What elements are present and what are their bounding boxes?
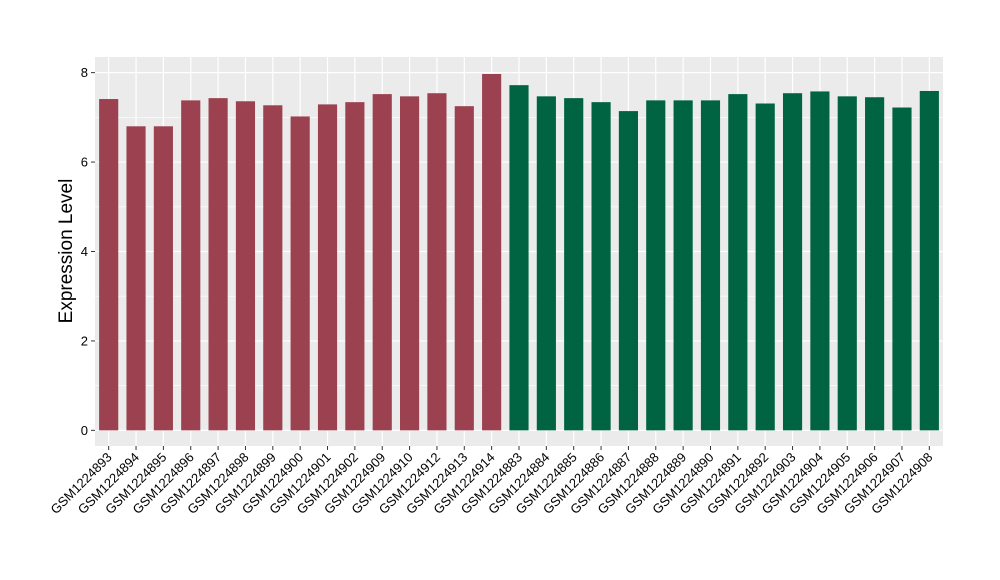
bar [317, 104, 338, 431]
bar [782, 93, 803, 431]
bar [400, 96, 420, 431]
y-axis: 0 2 4 6 8 [81, 65, 95, 438]
bar [646, 100, 666, 431]
bar [810, 91, 830, 431]
bar [728, 94, 748, 431]
bar [755, 103, 775, 431]
bar [482, 73, 502, 431]
bar [865, 97, 885, 431]
bar [536, 96, 556, 431]
bar [673, 100, 693, 431]
bars [99, 73, 939, 431]
bar [263, 105, 283, 431]
bar [99, 99, 119, 431]
y-tick-label: 4 [81, 244, 88, 259]
bar [208, 98, 228, 431]
bar [372, 94, 392, 431]
bar [591, 102, 611, 431]
bar [454, 106, 474, 431]
bar [290, 116, 310, 431]
bar [427, 93, 447, 431]
bar [126, 126, 146, 431]
y-tick-label: 0 [81, 423, 88, 438]
bar [700, 100, 721, 431]
bar [837, 96, 857, 431]
bar [153, 126, 173, 431]
y-tick-label: 8 [81, 65, 88, 80]
bar [181, 100, 201, 431]
y-tick-label: 2 [81, 333, 88, 348]
bar [564, 98, 584, 431]
bar [509, 85, 529, 431]
bar [892, 107, 912, 431]
bar [919, 90, 939, 431]
bar [235, 101, 256, 431]
y-axis-title: Expression Level [56, 179, 77, 324]
bar [345, 102, 365, 431]
bar [618, 111, 638, 431]
x-axis: GSM1224893GSM1224894GSM1224895GSM1224896… [47, 446, 935, 517]
y-tick-label: 6 [81, 155, 88, 170]
